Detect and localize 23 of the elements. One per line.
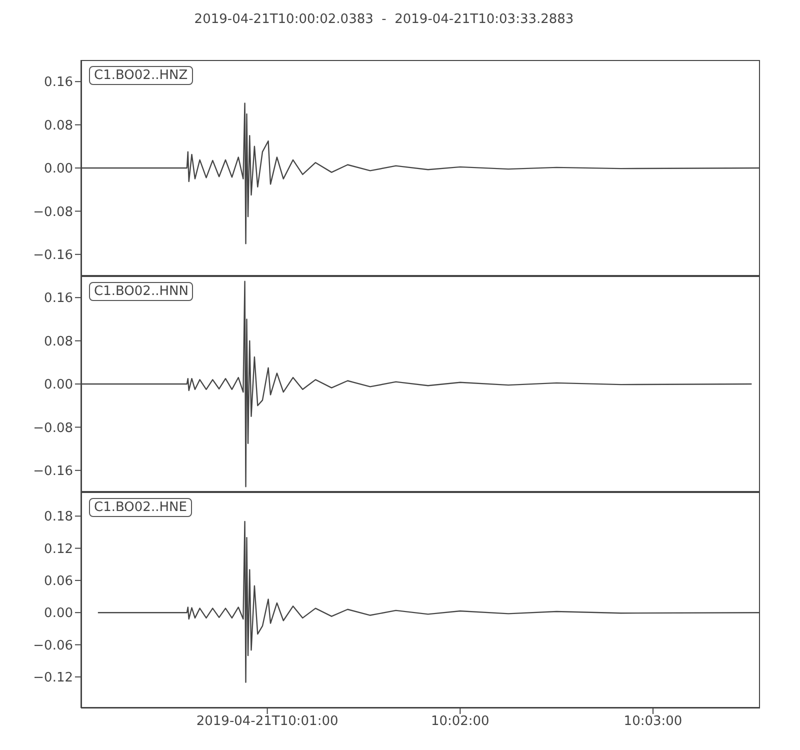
y-tick-label: −0.12 [33,670,73,686]
annotation: C1.BO02..HNN [89,282,194,301]
y-tick-label: 0.08 [44,334,73,350]
x-tick-label: 10:02:00 [430,714,490,730]
y-tick-label: 0.16 [44,75,73,90]
y-tick-label: 0.00 [44,378,73,393]
y-tick-label: −0.08 [33,204,73,220]
y-tick-label: 0.18 [44,510,73,525]
y-tick-label: 0.08 [44,118,73,134]
y-tick-label: 0.12 [44,542,73,557]
annotation: C1.BO02..HNZ [89,66,193,85]
y-tick-label: −0.16 [33,464,73,480]
annotation: C1.BO02..HNE [89,498,192,517]
y-tick-label: 0.06 [44,574,73,590]
y-tick-label: −0.06 [33,638,73,654]
chart-title: 2019-04-21T10:00:02.0383 - 2019-04-21T10:03:33.2883 [193,11,575,29]
y-tick-label: −0.08 [33,420,73,436]
x-tick-label: 2019-04-21T10:01:00 [196,714,338,730]
y-tick-label: −0.16 [33,248,73,264]
y-tick-label: 0.00 [44,162,73,177]
y-tick-label: 0.16 [44,291,73,306]
y-tick-label: 0.00 [44,606,73,622]
x-tick-label: 10:03:00 [624,714,682,730]
